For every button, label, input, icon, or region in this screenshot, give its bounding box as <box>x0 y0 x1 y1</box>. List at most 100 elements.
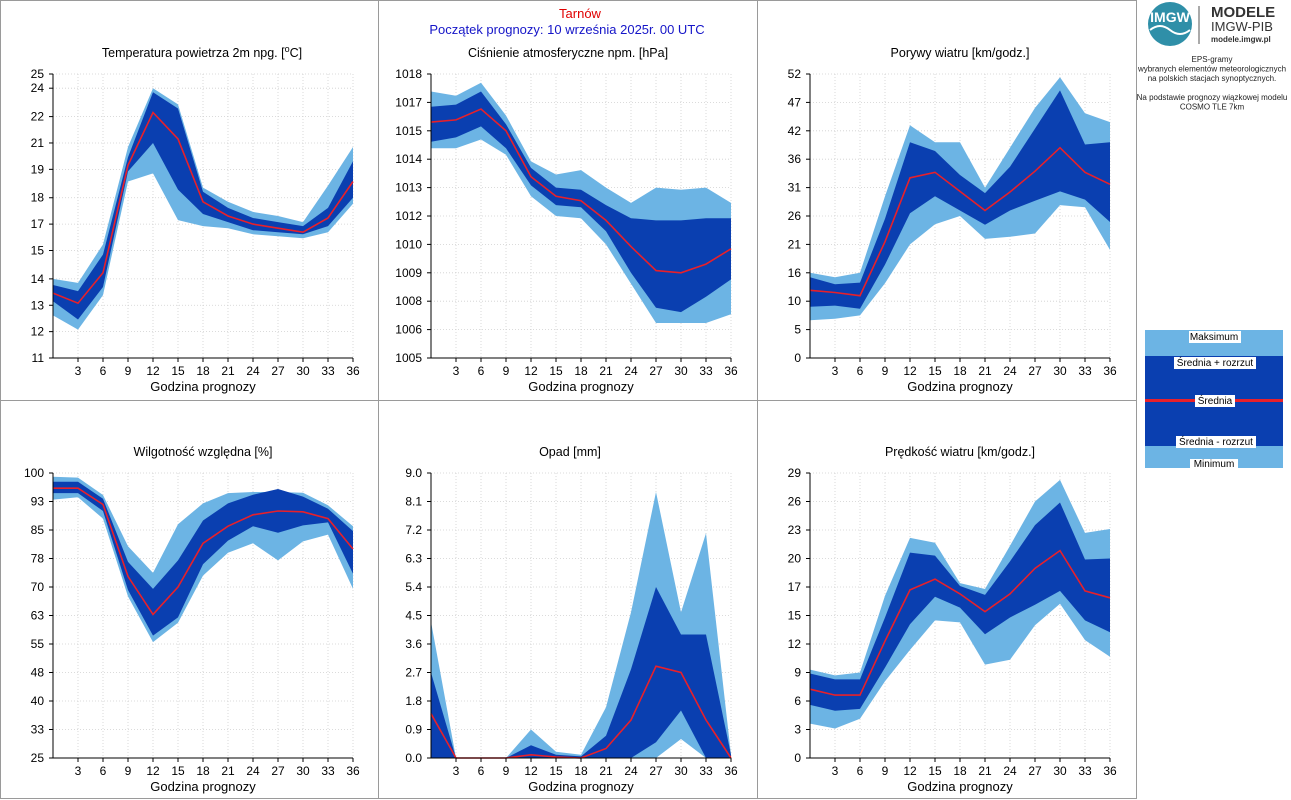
legend-upper-label: Średnia + rozrzut <box>1177 356 1254 369</box>
x-tick-label: 15 <box>171 364 185 378</box>
y-tick-label: 24 <box>31 81 45 95</box>
y-tick-label: 25 <box>31 751 45 765</box>
y-tick-label: 1005 <box>395 351 422 365</box>
x-tick-label: 12 <box>903 364 917 378</box>
x-tick-label: 30 <box>296 364 310 378</box>
y-tick-label: 29 <box>788 466 802 480</box>
y-tick-label: 93 <box>31 495 45 509</box>
y-tick-label: 12 <box>788 637 802 651</box>
chart-title: Prędkość wiatru [km/godz.] <box>885 445 1035 459</box>
chart-title-main: Opad [mm] <box>539 445 601 459</box>
x-axis-label: Godzina prognozy <box>528 779 634 794</box>
x-tick-label: 18 <box>196 764 210 778</box>
y-tick-label: 36 <box>788 152 802 166</box>
y-tick-label: 1018 <box>395 67 422 81</box>
description-line: Na podstawie prognozy wiązkowej modelu <box>1137 93 1288 102</box>
y-tick-label: 42 <box>788 124 802 138</box>
series-mean-line <box>430 108 732 274</box>
series-mean-line <box>53 487 354 616</box>
y-tick-label: 78 <box>31 552 45 566</box>
x-tick-label: 9 <box>503 764 510 778</box>
y-tick-label: 70 <box>31 580 45 594</box>
x-tick-label: 27 <box>271 764 285 778</box>
x-tick-label: 33 <box>1078 364 1092 378</box>
chart-title: Temperatura powietrza 2m npg. [oC] <box>102 44 302 60</box>
y-tick-label: 5 <box>794 323 801 337</box>
y-tick-label: 16 <box>788 266 802 280</box>
x-tick-label: 33 <box>321 764 335 778</box>
x-tick-label: 30 <box>1053 764 1067 778</box>
x-tick-label: 3 <box>832 364 839 378</box>
x-tick-label: 36 <box>724 364 738 378</box>
y-tick-label: 3 <box>794 723 801 737</box>
y-tick-label: 17 <box>788 580 802 594</box>
x-tick-label: 21 <box>221 364 235 378</box>
y-tick-label: 21 <box>788 237 802 251</box>
y-tick-label: 0 <box>794 351 801 365</box>
x-tick-label: 18 <box>574 364 588 378</box>
y-tick-label: 2.7 <box>405 666 422 680</box>
y-tick-label: 1010 <box>395 237 422 251</box>
x-axis-label: Godzina prognozy <box>150 379 256 394</box>
x-tick-label: 6 <box>478 364 485 378</box>
x-tick-label: 15 <box>928 764 942 778</box>
x-tick-label: 30 <box>296 764 310 778</box>
x-tick-label: 15 <box>549 364 563 378</box>
description-line: wybranych elementów meteorologicznych <box>1137 65 1286 74</box>
y-tick-label: 1006 <box>395 323 422 337</box>
x-tick-label: 3 <box>832 764 839 778</box>
y-tick-label: 3.6 <box>405 637 422 651</box>
x-tick-label: 21 <box>221 764 235 778</box>
x-tick-label: 30 <box>674 364 688 378</box>
y-tick-label: 1015 <box>395 124 422 138</box>
panel-frame <box>0 0 1137 799</box>
chart-title: Wilgotność względna [%] <box>134 445 273 459</box>
y-tick-label: 9.0 <box>405 466 422 480</box>
x-tick-label: 6 <box>857 364 864 378</box>
series-spread-band <box>53 92 353 320</box>
legend: Maksimum Średnia + rozrzut Średnia Średn… <box>1145 330 1283 470</box>
y-tick-label: 1008 <box>395 294 422 308</box>
x-tick-label: 24 <box>1003 764 1017 778</box>
y-tick-label: 40 <box>31 694 45 708</box>
x-tick-label: 9 <box>882 764 889 778</box>
station-name: Tarnów <box>559 6 602 21</box>
logo-wave-icon <box>1149 25 1191 35</box>
x-tick-label: 9 <box>125 364 132 378</box>
y-tick-label: 0.0 <box>405 751 422 765</box>
y-tick-label: 31 <box>788 181 802 195</box>
x-tick-label: 3 <box>453 764 460 778</box>
x-tick-label: 6 <box>100 764 107 778</box>
y-tick-label: 1.8 <box>405 694 422 708</box>
x-tick-label: 24 <box>624 764 638 778</box>
chart-panel-1: Temperatura powietrza 2m npg. [oC] 11 12 13… <box>31 44 360 394</box>
chart-title-main: Porywy wiatru [km/godz.] <box>891 46 1030 60</box>
x-tick-label: 18 <box>953 364 967 378</box>
y-tick-label: 26 <box>788 209 802 223</box>
imgw-logo: IMGW MODELE IMGW-PIB modele.imgw.pl <box>1148 2 1275 46</box>
series-mean-line <box>809 146 1111 297</box>
x-tick-label: 33 <box>699 364 713 378</box>
legend-max-label: Maksimum <box>1190 332 1238 343</box>
x-tick-label: 24 <box>1003 364 1017 378</box>
y-tick-label: 18 <box>31 191 45 205</box>
chart-title-unit: C] <box>290 46 303 60</box>
x-tick-label: 21 <box>978 764 992 778</box>
forecast-start: Początek prognozy: 10 września 2025r. 00… <box>429 22 704 37</box>
x-tick-label: 27 <box>271 364 285 378</box>
chart-panel-2: Ciśnienie atmosferyczne npm. [hPa] 1005 10… <box>395 46 738 394</box>
y-tick-label: 85 <box>31 523 45 537</box>
y-tick-label: 22 <box>31 110 45 124</box>
x-tick-label: 6 <box>100 364 107 378</box>
x-tick-label: 33 <box>321 364 335 378</box>
legend-min-label: Minimum <box>1194 459 1235 470</box>
y-tick-label: 7.2 <box>405 523 422 537</box>
x-tick-label: 33 <box>1078 764 1092 778</box>
x-tick-label: 3 <box>75 364 82 378</box>
x-tick-label: 36 <box>1103 364 1117 378</box>
y-tick-label: 100 <box>24 466 44 480</box>
x-tick-label: 3 <box>75 764 82 778</box>
chart-panel-6: Prędkość wiatru [km/godz.]03691215172023… <box>788 445 1117 794</box>
y-tick-label: 1013 <box>395 181 422 195</box>
